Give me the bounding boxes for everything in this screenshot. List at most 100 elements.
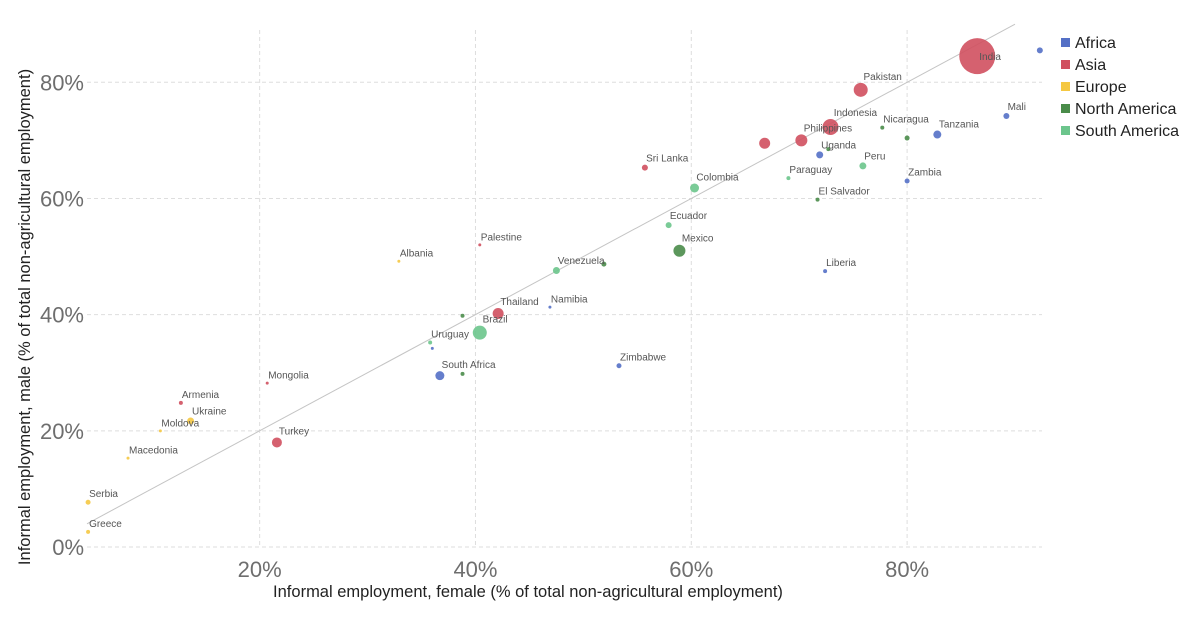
data-point-albania: [397, 259, 401, 263]
point-label-moldova: Moldova: [161, 418, 199, 429]
x-tick-label: 80%: [885, 557, 929, 582]
y-tick-label: 60%: [40, 186, 84, 211]
point-label-sri-lanka: Sri Lanka: [646, 154, 689, 165]
point-label-greece: Greece: [89, 519, 122, 530]
data-points: [85, 38, 1043, 534]
point-label-south-africa: South Africa: [442, 360, 496, 371]
point-label-tanzania: Tanzania: [939, 120, 979, 131]
legend-swatch-europe: [1061, 82, 1070, 91]
point-label-turkey: Turkey: [279, 426, 309, 437]
data-point-armenia: [178, 400, 183, 405]
point-label-indonesia: Indonesia: [834, 108, 878, 119]
point-label-palestine: Palestine: [481, 232, 523, 243]
point-label-uruguay: Uruguay: [431, 330, 469, 341]
data-point-colombia: [690, 183, 700, 193]
point-label-serbia: Serbia: [89, 489, 118, 500]
point-label-philippines: Philippines: [804, 123, 852, 134]
data-point-philippines: [795, 134, 808, 147]
legend-label-europe: Europe: [1075, 79, 1127, 96]
data-point: [460, 371, 465, 376]
point-label-liberia: Liberia: [826, 258, 856, 269]
data-point-zambia: [904, 178, 910, 184]
data-point-peru: [859, 162, 867, 170]
legend-label-asia: Asia: [1075, 57, 1106, 74]
point-label-namibia: Namibia: [551, 295, 588, 306]
point-label-ukraine: Ukraine: [192, 406, 227, 417]
data-point-indonesia: [822, 119, 839, 136]
data-point-serbia: [85, 499, 91, 505]
x-axis-title: Informal employment, female (% of total …: [273, 583, 783, 601]
point-label-venezuela: Venezuela: [558, 256, 605, 267]
legend-label-north-america: North America: [1075, 101, 1176, 118]
point-label-india: India: [979, 52, 1001, 63]
point-label-zimbabwe: Zimbabwe: [620, 352, 667, 363]
y-tick-label: 40%: [40, 303, 84, 328]
legend-swatch-africa: [1061, 38, 1070, 47]
data-point-turkey: [271, 437, 282, 448]
x-axis-ticks: 20% 40% 60% 80%: [238, 557, 930, 582]
point-label-paraguay: Paraguay: [789, 165, 832, 176]
point-label-ecuador: Ecuador: [670, 211, 708, 222]
y-tick-label: 20%: [40, 419, 84, 444]
data-point-el-salvador: [815, 197, 820, 202]
y-axis-ticks: 0% 20% 40% 60% 80%: [40, 70, 84, 560]
data-point: [460, 313, 465, 318]
y-tick-label: 80%: [40, 70, 84, 95]
data-point-sri-lanka: [641, 164, 648, 171]
data-point-venezuela: [552, 266, 560, 274]
gridlines: [87, 30, 1042, 548]
x-tick-label: 20%: [238, 557, 282, 582]
point-label-armenia: Armenia: [182, 390, 220, 401]
legend: Africa Asia Europe North America South Ameri…: [1061, 35, 1179, 140]
data-point-palestine: [478, 243, 482, 247]
legend-label-south-america: South America: [1075, 123, 1179, 140]
data-point-brazil: [472, 325, 487, 340]
data-point-ukraine: [187, 417, 195, 425]
data-point-mongolia: [265, 381, 269, 385]
data-point: [430, 346, 434, 350]
data-point-mali: [1003, 112, 1010, 119]
data-point-zimbabwe: [616, 363, 622, 369]
data-point-macedonia: [126, 456, 130, 460]
data-point-tanzania: [933, 130, 942, 139]
data-point-ecuador: [665, 222, 672, 229]
data-point: [904, 135, 910, 141]
data-point-greece: [86, 529, 91, 534]
data-point-paraguay: [786, 176, 791, 181]
legend-swatch-north-america: [1061, 104, 1070, 113]
data-point-nicaragua: [880, 125, 885, 130]
data-point-namibia: [548, 305, 552, 309]
data-point-india: [959, 38, 996, 75]
x-tick-label: 60%: [669, 557, 713, 582]
data-point: [1036, 47, 1043, 54]
data-point-mexico: [673, 244, 686, 257]
point-label-albania: Albania: [400, 249, 434, 260]
data-point-uganda: [816, 151, 824, 159]
data-point-uruguay: [428, 340, 433, 345]
point-label-uganda: Uganda: [821, 140, 856, 151]
data-point: [759, 137, 771, 149]
legend-swatch-south-america: [1061, 126, 1070, 135]
point-label-nicaragua: Nicaragua: [883, 115, 929, 126]
point-label-mongolia: Mongolia: [268, 371, 309, 382]
data-point-liberia: [823, 269, 828, 274]
y-tick-label: 0%: [52, 535, 84, 560]
point-label-peru: Peru: [864, 151, 885, 162]
data-point-moldova: [158, 429, 162, 433]
data-point-south-africa: [435, 371, 445, 381]
point-label-brazil: Brazil: [483, 315, 508, 326]
data-point-pakistan: [853, 82, 868, 97]
legend-swatch-asia: [1061, 60, 1070, 69]
point-label-macedonia: Macedonia: [129, 446, 178, 457]
point-label-mali: Mali: [1008, 102, 1026, 113]
point-label-el-salvador: El Salvador: [819, 187, 871, 198]
point-label-pakistan: Pakistan: [864, 72, 902, 83]
point-label-zambia: Zambia: [908, 168, 942, 179]
point-labels: India Pakistan Mali Indonesia Nicaragua Tanza…: [89, 52, 1026, 530]
data-point: [601, 261, 607, 267]
point-label-mexico: Mexico: [682, 234, 714, 245]
point-label-thailand: Thailand: [500, 297, 538, 308]
data-point-thailand: [492, 307, 504, 319]
x-tick-label: 40%: [453, 557, 497, 582]
